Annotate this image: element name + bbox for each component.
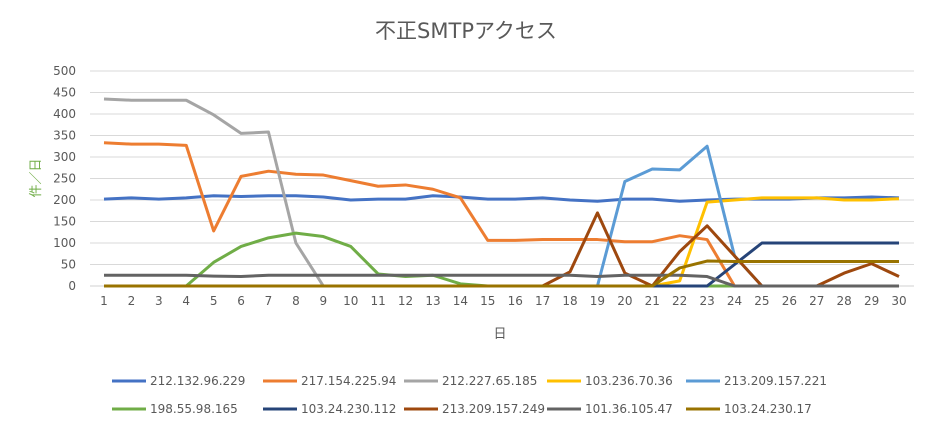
x-tick-label: 1: [100, 294, 108, 308]
x-tick-label: 23: [699, 294, 714, 308]
x-tick-label: 2: [128, 294, 136, 308]
x-tick-label: 20: [617, 294, 632, 308]
x-tick-label: 14: [453, 294, 468, 308]
x-tick-label: 7: [265, 294, 273, 308]
y-tick-label: 0: [68, 279, 76, 293]
x-tick-label: 30: [891, 294, 906, 308]
x-tick-label: 10: [343, 294, 358, 308]
x-tick-label: 3: [155, 294, 163, 308]
y-tick-label: 300: [53, 150, 76, 164]
x-tick-label: 6: [237, 294, 245, 308]
legend-label: 213.209.157.221: [724, 374, 827, 388]
y-tick-label: 450: [53, 86, 76, 100]
legend-label: 213.209.157.249: [442, 402, 545, 416]
series-lines: [103, 97, 900, 288]
x-tick-label: 21: [645, 294, 660, 308]
y-tick-label: 50: [61, 258, 76, 272]
y-axis-label: 件／日: [29, 158, 44, 197]
x-axis-ticks: 1 2 3 4 5 6 7 8 9 10 11 12 13 14 15 16 17 18 19 20 21 22 23 24 2…: [100, 294, 906, 308]
gridlines: [90, 70, 914, 287]
x-tick-label: 16: [508, 294, 523, 308]
legend: 212.132.96.229 217.154.225.94 212.227.65.1…: [112, 374, 827, 416]
legend-label: 103.24.230.112: [301, 402, 396, 416]
x-tick-label: 15: [480, 294, 495, 308]
x-tick-label: 27: [809, 294, 824, 308]
y-tick-label: 250: [53, 172, 76, 186]
x-tick-label: 17: [535, 294, 550, 308]
y-axis-ticks: 0 50 100 150 200 250 300 350 400 450 500: [53, 64, 76, 293]
x-tick-label: 11: [370, 294, 385, 308]
x-tick-label: 19: [590, 294, 605, 308]
x-tick-label: 13: [425, 294, 440, 308]
x-tick-label: 26: [782, 294, 797, 308]
y-tick-label: 200: [53, 193, 76, 207]
legend-label: 101.36.105.47: [585, 402, 673, 416]
series-line: [104, 273, 899, 288]
x-tick-label: 5: [210, 294, 218, 308]
series-line: [104, 259, 899, 288]
chart-title: 不正SMTPアクセス: [375, 19, 557, 43]
y-tick-label: 150: [53, 215, 76, 229]
x-tick-label: 28: [837, 294, 852, 308]
x-tick-label: 18: [562, 294, 577, 308]
x-tick-label: 9: [319, 294, 327, 308]
series-line: [104, 144, 899, 288]
y-tick-label: 500: [53, 64, 76, 78]
y-tick-label: 400: [53, 107, 76, 121]
legend-label: 217.154.225.94: [301, 374, 396, 388]
x-tick-label: 12: [398, 294, 413, 308]
x-tick-label: 25: [754, 294, 769, 308]
legend-label: 103.236.70.36: [585, 374, 673, 388]
y-tick-label: 350: [53, 129, 76, 143]
legend-label: 198.55.98.165: [150, 402, 238, 416]
legend-label: 212.227.65.185: [442, 374, 537, 388]
legend-label: 212.132.96.229: [150, 374, 245, 388]
x-tick-label: 22: [672, 294, 687, 308]
legend-label: 103.24.230.17: [724, 402, 812, 416]
x-tick-label: 4: [182, 294, 190, 308]
x-axis-label: 日: [493, 327, 506, 342]
x-tick-label: 24: [727, 294, 742, 308]
x-tick-label: 8: [292, 294, 300, 308]
y-tick-label: 100: [53, 236, 76, 250]
x-tick-label: 29: [864, 294, 879, 308]
